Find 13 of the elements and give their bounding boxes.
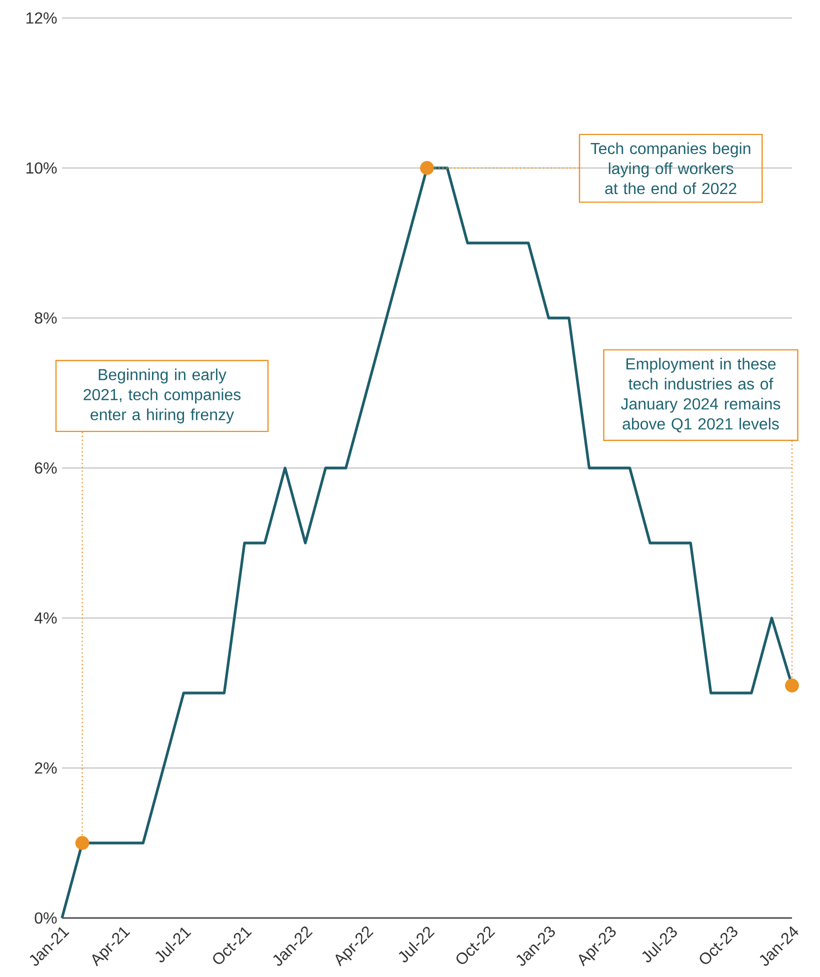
point [420,161,434,175]
annotation: Tech companies begin laying off workers at the end of 2022 [590,142,750,194]
y-tick-label: 6% [34,462,57,474]
annotation: Employment in these tech industries as of January 2024 remains above Q1 2021 levels [620,358,780,432]
y-tick-label: 4% [34,612,57,624]
y-tick-label: 2% [34,762,57,774]
point [75,836,90,850]
point [785,678,799,692]
y-tick-label: 10% [26,162,57,174]
y-tick-label: 0% [34,912,57,924]
annotation: Beginning in early 2021, tech companies enter a hiring frenzy [84,368,241,424]
y-tick-label: 8% [34,312,57,324]
y-tick-label: 12% [26,12,57,24]
